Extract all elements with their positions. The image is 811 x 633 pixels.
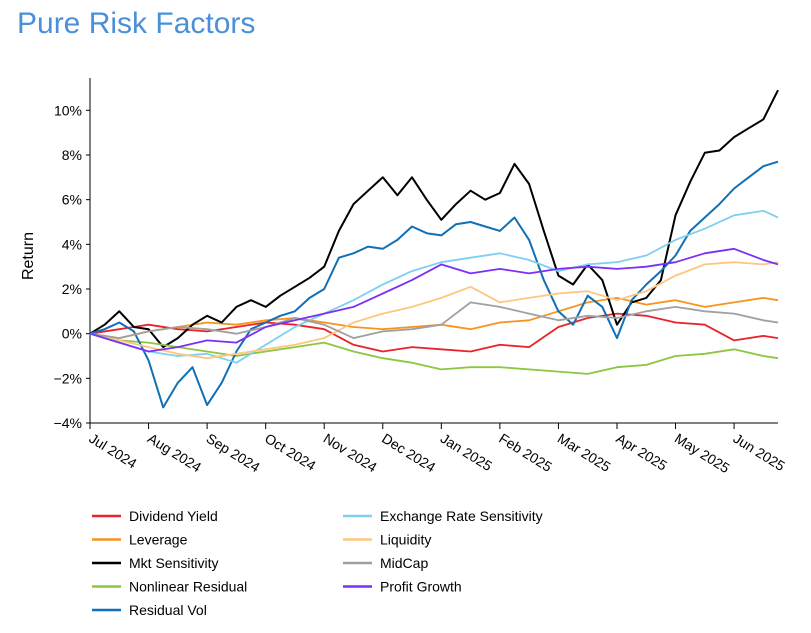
legend: Dividend Yield Leverage Mkt Sensitivity Non… [92, 508, 543, 618]
x-tick-label: Aug 2024 [145, 430, 204, 475]
y-tick-label: 4% [62, 236, 82, 252]
legend-label-nonlinear-residual: Nonlinear Residual [129, 579, 247, 595]
y-tick-label: −4% [54, 415, 82, 431]
x-tick-label: Dec 2024 [379, 430, 438, 475]
y-tick-label: 6% [62, 192, 82, 208]
series-line-liquidity [89, 261, 779, 360]
x-tick-label: Nov 2024 [321, 430, 380, 475]
legend-label-exchange-rate-sensitivity: Exchange Rate Sensitivity [380, 508, 543, 524]
series-lines [89, 89, 779, 409]
series-line-nonlinear-residual [89, 332, 779, 375]
y-axis-title: Return [20, 232, 37, 280]
series-line-dividend-yield [89, 312, 779, 353]
x-tick-label: May 2025 [672, 430, 733, 476]
legend-label-residual-vol: Residual Vol [129, 602, 207, 618]
legend-label-liquidity: Liquidity [380, 532, 431, 548]
x-tick-label: Sep 2024 [204, 430, 263, 475]
x-tick-label: Feb 2025 [496, 430, 555, 475]
x-tick-label: Jan 2025 [438, 430, 496, 474]
legend-label-midcap: MidCap [380, 555, 428, 571]
y-tick-label: 2% [62, 281, 82, 297]
x-tick-label: Oct 2024 [262, 430, 319, 474]
chart-title: Pure Risk Factors [17, 7, 256, 40]
tick-labels: −4% −2% 0% 2% 4% 6% 8% 10% Return Jul 2024 Aug 202… [20, 102, 788, 476]
legend-label-mkt-sensitivity: Mkt Sensitivity [129, 555, 218, 571]
series-line-exchange-rate-sensitivity [89, 209, 779, 364]
legend-label-profit-growth: Profit Growth [380, 579, 462, 595]
x-tick-label: Jun 2025 [730, 430, 788, 474]
series-line-mkt-sensitivity [89, 89, 779, 349]
x-tick-label: Jul 2024 [86, 430, 140, 472]
legend-label-dividend-yield: Dividend Yield [129, 508, 218, 524]
y-tick-label: 8% [62, 147, 82, 163]
legend-label-leverage: Leverage [129, 532, 188, 548]
axes [86, 78, 778, 429]
series-line-leverage [89, 296, 779, 340]
series-line-profit-growth [89, 247, 779, 353]
series-line-midcap [89, 301, 779, 340]
y-tick-label: 0% [62, 326, 82, 342]
series-line-residual-vol [89, 160, 779, 409]
x-tick-label: Apr 2025 [613, 430, 670, 474]
y-tick-label: −2% [54, 370, 82, 386]
x-tick-label: Mar 2025 [555, 430, 614, 475]
y-tick-label: 10% [54, 102, 82, 118]
